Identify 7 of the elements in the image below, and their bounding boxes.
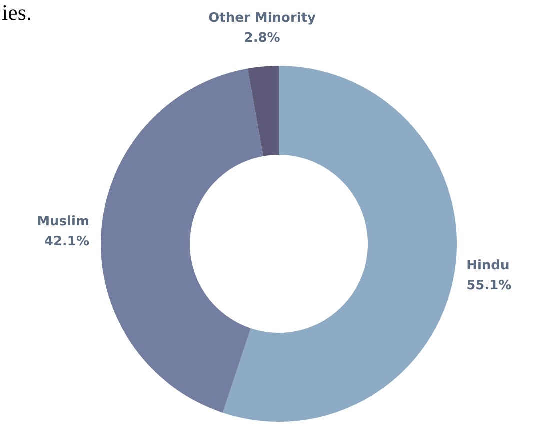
slice-label: Hindu (466, 258, 510, 274)
slice-label: Other Minority (208, 11, 317, 26)
data-label: 42.1% (44, 234, 90, 250)
data-label: 55.1% (466, 278, 512, 294)
data-label: 2.8% (244, 31, 280, 46)
text: ies. (2, 0, 32, 26)
slice-label: Muslim (37, 214, 90, 230)
